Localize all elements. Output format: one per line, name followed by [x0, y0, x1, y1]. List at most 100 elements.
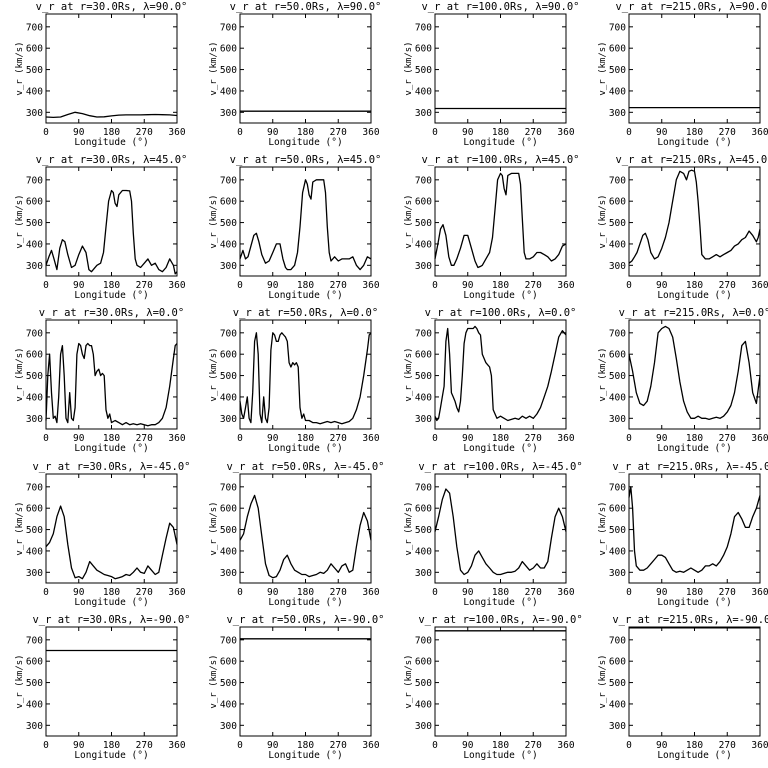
x-tick-label: 0 — [43, 433, 49, 444]
x-axis-label: Longitude (°) — [657, 290, 731, 301]
x-tick-label: 360 — [362, 740, 379, 751]
y-tick-label: 700 — [220, 175, 237, 186]
y-tick-label: 500 — [415, 525, 432, 536]
panel-title: v_r at r=215.0Rs, λ=90.0° — [615, 1, 768, 13]
y-axis-label: v_r (km/s) — [598, 194, 608, 248]
x-tick-label: 0 — [626, 433, 632, 444]
y-tick-label: 300 — [220, 108, 237, 119]
y-tick-label: 400 — [220, 392, 237, 403]
panel: v_r at r=50.0Rs, λ=-45.0° 0 90 180 270 360 300… — [209, 461, 385, 608]
x-tick-label: 270 — [330, 740, 347, 751]
x-tick-label: 180 — [686, 280, 703, 291]
y-tick-label: 700 — [26, 328, 43, 339]
y-tick-label: 400 — [415, 546, 432, 557]
y-tick-label: 700 — [26, 635, 43, 646]
panel-title: v_r at r=50.0Rs, λ=90.0° — [230, 1, 382, 13]
plot-frame — [45, 166, 178, 277]
x-tick-label: 360 — [362, 127, 379, 138]
y-tick-label: 700 — [415, 328, 432, 339]
x-tick-label: 90 — [462, 433, 474, 444]
x-tick-label: 360 — [168, 280, 185, 291]
x-tick-label: 90 — [73, 587, 85, 598]
y-tick-label: 400 — [609, 699, 626, 710]
x-tick-label: 0 — [432, 127, 438, 138]
y-tick-label: 300 — [415, 568, 432, 579]
panel-title: v_r at r=215.0Rs, λ=-90.0° — [612, 614, 768, 626]
x-tick-label: 180 — [297, 740, 314, 751]
y-tick-label: 600 — [609, 197, 626, 208]
y-tick-label: 500 — [220, 525, 237, 536]
panel: v_r at r=50.0Rs, λ=-90.0° 0 90 180 270 360 300… — [209, 614, 385, 761]
series-line — [628, 169, 761, 264]
y-tick-label: 400 — [609, 392, 626, 403]
series-line — [628, 486, 761, 573]
plot-frame — [434, 166, 567, 277]
y-tick-label: 400 — [609, 86, 626, 97]
x-tick-label: 270 — [525, 740, 542, 751]
series-line — [239, 179, 372, 271]
x-tick-label: 90 — [462, 740, 474, 751]
panel-title: v_r at r=100.0Rs, λ=-45.0° — [418, 461, 582, 473]
x-tick-label: 180 — [297, 587, 314, 598]
series-line — [45, 189, 178, 275]
y-tick-label: 500 — [415, 65, 432, 76]
y-tick-label: 700 — [415, 22, 432, 33]
x-tick-label: 90 — [462, 127, 474, 138]
y-tick-label: 700 — [415, 175, 432, 186]
x-tick-label: 360 — [557, 587, 574, 598]
y-tick-label: 300 — [415, 414, 432, 425]
x-tick-label: 0 — [626, 127, 632, 138]
y-tick-label: 600 — [609, 657, 626, 668]
x-tick-label: 270 — [525, 587, 542, 598]
y-axis-label: v_r (km/s) — [598, 347, 608, 401]
x-axis-label: Longitude (°) — [657, 137, 731, 148]
panel-title: v_r at r=215.0Rs, λ=45.0° — [615, 154, 768, 166]
y-axis-label: v_r (km/s) — [404, 194, 414, 248]
x-tick-label: 270 — [525, 127, 542, 138]
y-tick-label: 500 — [415, 678, 432, 689]
x-tick-label: 180 — [103, 587, 120, 598]
x-tick-label: 180 — [492, 280, 509, 291]
x-axis-label: Longitude (°) — [74, 290, 148, 301]
y-axis-label: v_r (km/s) — [15, 501, 25, 555]
y-tick-label: 300 — [609, 414, 626, 425]
x-tick-label: 180 — [686, 433, 703, 444]
series-line — [239, 494, 372, 579]
x-tick-label: 270 — [136, 740, 153, 751]
y-tick-label: 700 — [609, 22, 626, 33]
x-tick-label: 90 — [73, 127, 85, 138]
x-tick-label: 180 — [686, 740, 703, 751]
plot-frame — [45, 13, 178, 124]
y-tick-label: 600 — [220, 657, 237, 668]
y-tick-label: 400 — [220, 699, 237, 710]
y-axis-label: v_r (km/s) — [15, 194, 25, 248]
panel: v_r at r=50.0Rs, λ=90.0° 0 90 180 270 360 300 4… — [209, 1, 381, 148]
y-tick-label: 600 — [26, 504, 43, 515]
y-tick-label: 400 — [415, 699, 432, 710]
plot-frame — [239, 13, 372, 124]
x-axis-label: Longitude (°) — [657, 443, 731, 454]
panel: v_r at r=30.0Rs, λ=45.0° 0 90 180 270 360 300 4… — [15, 154, 187, 301]
y-axis-label: v_r (km/s) — [209, 347, 219, 401]
y-tick-label: 400 — [415, 239, 432, 250]
y-tick-label: 500 — [415, 218, 432, 229]
x-axis-label: Longitude (°) — [463, 443, 537, 454]
y-tick-label: 600 — [26, 657, 43, 668]
x-axis-label: Longitude (°) — [268, 750, 342, 761]
x-tick-label: 0 — [43, 280, 49, 291]
x-tick-label: 0 — [626, 740, 632, 751]
x-tick-label: 360 — [557, 127, 574, 138]
y-tick-label: 700 — [26, 175, 43, 186]
x-tick-label: 90 — [267, 587, 279, 598]
series-line — [434, 488, 567, 576]
y-tick-label: 300 — [415, 261, 432, 272]
y-tick-label: 600 — [609, 504, 626, 515]
x-tick-label: 180 — [103, 127, 120, 138]
y-tick-label: 300 — [609, 108, 626, 119]
y-tick-label: 400 — [26, 699, 43, 710]
y-tick-label: 300 — [415, 108, 432, 119]
x-tick-label: 0 — [626, 280, 632, 291]
y-tick-label: 700 — [609, 482, 626, 493]
panel-title: v_r at r=215.0Rs, λ=0.0° — [619, 307, 768, 319]
